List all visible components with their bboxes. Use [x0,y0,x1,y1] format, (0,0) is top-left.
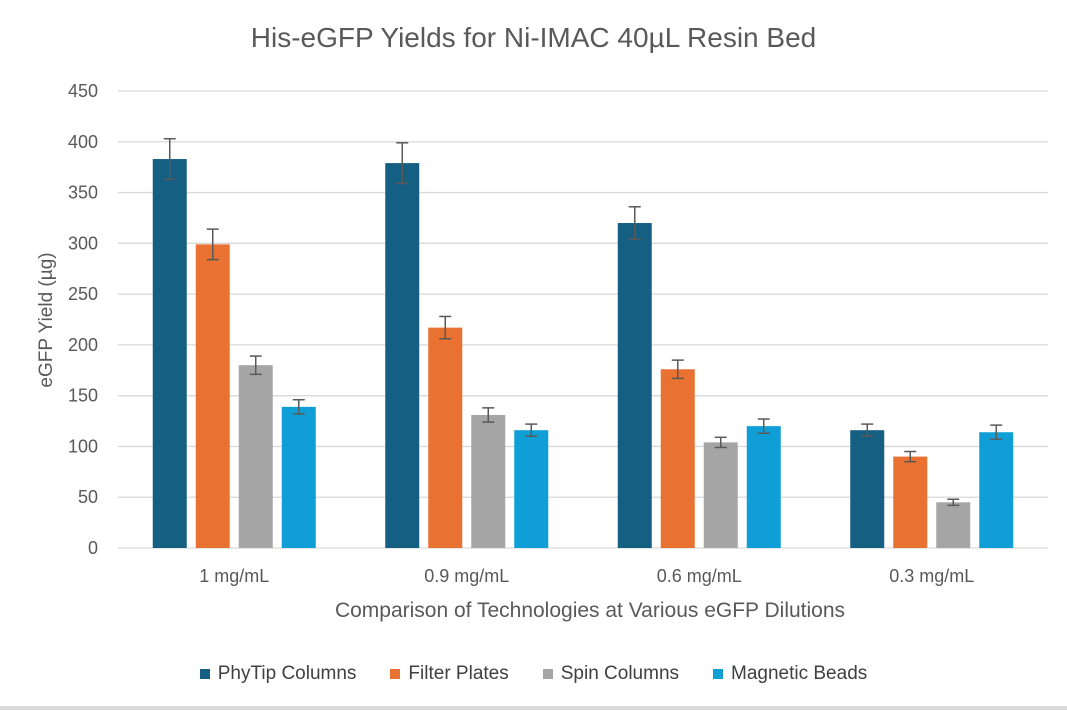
x-tick-label: 1 mg/mL [199,566,269,586]
bar [893,456,928,548]
legend-swatch [390,669,401,679]
legend-label: Filter Plates [408,663,509,684]
x-tick-label: 0.6 mg/mL [657,566,742,586]
bar [660,369,695,548]
bar [979,432,1014,548]
chart-title: His-eGFP Yields for Ni-IMAC 40µL Resin B… [250,22,817,53]
legend-swatch [713,669,724,679]
bar [281,406,316,548]
y-tick-label: 250 [68,284,98,304]
y-tick-label: 350 [68,183,98,203]
bottom-border [0,706,1067,710]
legend-item: PhyTip Columns [199,663,357,685]
y-tick-label: 200 [68,335,98,355]
bar [471,414,506,548]
bar [428,327,463,548]
x-tick-label: 0.3 mg/mL [889,566,974,586]
legend-label: Spin Columns [560,663,680,684]
bar [617,223,652,548]
legend-item: Filter Plates [390,663,509,685]
bar [195,244,230,549]
y-tick-label: 450 [68,81,98,101]
legend-swatch [542,669,553,679]
y-tick-label: 400 [68,132,98,152]
bar [514,430,549,548]
bar [385,163,420,549]
y-tick-label: 150 [68,386,98,406]
x-axis-title: Comparison of Technologies at Various eG… [335,599,845,622]
legend-swatch [199,669,210,679]
y-tick-label: 0 [88,538,98,558]
legend-item: Magnetic Beads [713,663,867,685]
bar [746,426,781,548]
y-tick-label: 300 [68,233,98,253]
bar [850,430,885,548]
bar [703,442,738,548]
bar [238,365,273,548]
y-tick-label: 100 [68,436,98,456]
legend-label: Magnetic Beads [731,663,868,684]
bar [152,159,187,548]
legend-label: PhyTip Columns [217,663,357,684]
legend: PhyTip Columns Filter Plates Spin Columns M… [0,663,1067,685]
y-tick-label: 50 [78,487,98,507]
y-axis-title: eGFP Yield (µg) [36,252,57,387]
legend-item: Spin Columns [542,663,680,685]
x-tick-label: 0.9 mg/mL [424,566,509,586]
bar [936,502,971,548]
